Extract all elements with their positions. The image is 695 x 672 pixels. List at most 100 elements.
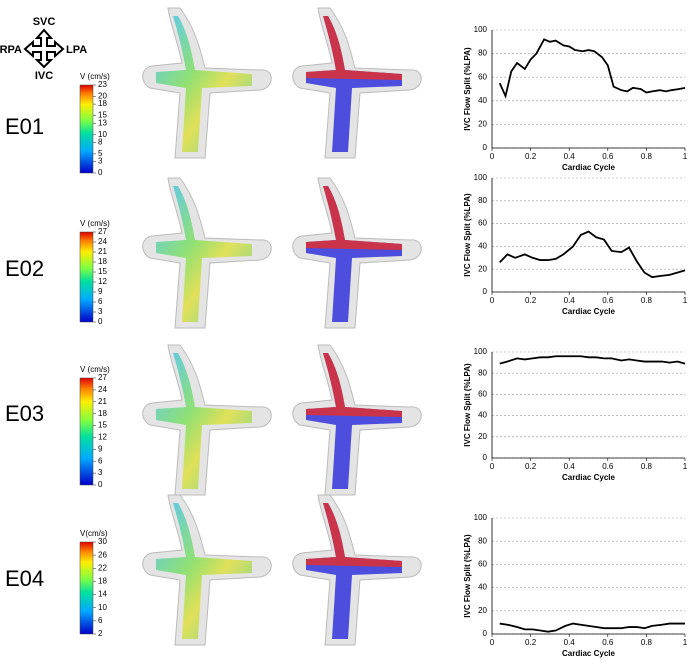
colorbar-tick-label: 27 [98, 227, 107, 236]
orientation-bottom: IVC [35, 70, 53, 82]
colorbar-tick-label: 21 [98, 397, 107, 406]
colorbar-tick-label: 18 [98, 99, 107, 108]
x-tick-label: 0.8 [641, 638, 653, 647]
vessel-flow [306, 353, 402, 489]
orientation-top: SVC [33, 16, 56, 28]
x-tick-label: 0.4 [564, 152, 576, 161]
vessel-upper-flow [306, 353, 402, 417]
x-tick-label: 1 [683, 152, 688, 161]
colorbar-tick-label: 5 [98, 149, 103, 158]
x-tick-label: 0.8 [641, 296, 653, 305]
colorbar-tick-label: 24 [98, 385, 107, 394]
orientation-icon: SVC IVC RPA LPA [0, 16, 87, 82]
y-tick-label: 40 [478, 96, 487, 105]
x-tick-label: 0.6 [602, 462, 614, 471]
data-line [499, 355, 686, 365]
y-tick-label: 60 [478, 390, 487, 399]
x-tick-label: 0.6 [602, 152, 614, 161]
vessel-rendering [142, 7, 272, 159]
colorbar-tick-label: 15 [98, 421, 107, 430]
x-tick-label: 0.8 [641, 462, 653, 471]
vessel-flow [306, 16, 402, 152]
orientation-right: LPA [66, 44, 87, 56]
y-tick-label: 40 [478, 242, 487, 251]
colorbar-title: V (cm/s) [80, 365, 110, 374]
colorbar-tick-label: 15 [98, 111, 107, 120]
y-tick-label: 40 [478, 583, 487, 592]
y-tick-label: 0 [483, 629, 488, 638]
colorbar-title: V (cm/s) [80, 219, 110, 228]
colorbar-tick-label: 12 [98, 277, 107, 286]
orientation-left: RPA [0, 44, 22, 56]
x-axis-label: Cardiac Cycle [562, 649, 615, 658]
vessel-rendering [142, 177, 272, 329]
vessel-upper-flow [306, 16, 402, 80]
vessel-rendering [292, 177, 422, 329]
colorbar-tick-label: 30 [98, 537, 107, 546]
colorbar-tick-label: 3 [98, 157, 103, 166]
y-tick-label: 100 [474, 25, 488, 34]
colorbar-tick-label: 0 [98, 168, 103, 177]
x-tick-label: 0.4 [564, 462, 576, 471]
data-line [499, 230, 686, 279]
x-tick-label: 0.6 [602, 638, 614, 647]
y-axis-label: IVC Flow Split (%LPA) [463, 47, 472, 131]
y-tick-label: 0 [483, 453, 488, 462]
x-tick-label: 0.4 [564, 638, 576, 647]
colorbar-title: V(cm/s) [80, 529, 108, 538]
colorbar-tick-label: 9 [98, 287, 103, 296]
x-tick-label: 0.2 [525, 638, 537, 647]
y-tick-label: 80 [478, 49, 487, 58]
vessel-flow [306, 186, 402, 322]
x-axis-label: Cardiac Cycle [562, 473, 615, 482]
row-label: E02 [5, 256, 44, 281]
y-tick-label: 80 [478, 536, 487, 545]
vessel-flow [156, 503, 252, 639]
colorbar-tick-label: 14 [98, 590, 107, 599]
x-tick-label: 0 [490, 296, 495, 305]
y-tick-label: 60 [478, 560, 487, 569]
x-tick-label: 1 [683, 296, 688, 305]
colorbar-tick-label: 8 [98, 138, 103, 147]
vessel-rendering [292, 344, 422, 496]
data-line [498, 38, 686, 99]
data-line [499, 622, 685, 633]
cross-arrows [23, 28, 65, 69]
x-tick-label: 0 [490, 462, 495, 471]
colorbar-tick-label: 13 [98, 118, 107, 127]
colorbar [79, 231, 94, 323]
row-label: E01 [5, 114, 44, 139]
vessel-flow [156, 16, 252, 152]
y-tick-label: 0 [483, 287, 488, 296]
colorbar-tick-label: 27 [98, 373, 107, 382]
colorbar-tick-label: 18 [98, 577, 107, 586]
colorbar-tick-label: 12 [98, 433, 107, 442]
colorbar-tick-label: 6 [98, 616, 103, 625]
vessel-upper-flow [306, 503, 402, 567]
y-tick-label: 60 [478, 72, 487, 81]
x-tick-label: 0.2 [525, 462, 537, 471]
y-tick-label: 20 [478, 120, 487, 129]
y-tick-label: 20 [478, 264, 487, 273]
colorbar-tick-label: 0 [98, 317, 103, 326]
x-tick-label: 0 [490, 638, 495, 647]
colorbar-tick-label: 23 [98, 80, 107, 89]
colorbar-tick-label: 20 [98, 92, 107, 101]
colorbar-title: V (cm/s) [80, 72, 110, 81]
colorbar-tick-label: 2 [98, 629, 103, 638]
vessel-flow [306, 503, 402, 639]
y-tick-label: 40 [478, 411, 487, 420]
y-tick-label: 0 [483, 143, 488, 152]
colorbar-tick-label: 18 [98, 409, 107, 418]
x-tick-label: 0.2 [525, 296, 537, 305]
y-axis-label: IVC Flow Split (%LPA) [463, 193, 472, 277]
x-tick-label: 0.4 [564, 296, 576, 305]
x-tick-label: 0.6 [602, 296, 614, 305]
colorbar-tick-label: 18 [98, 257, 107, 266]
colorbar-tick-label: 26 [98, 550, 107, 559]
y-axis-label: IVC Flow Split (%LPA) [463, 363, 472, 447]
colorbar-tick-label: 21 [98, 247, 107, 256]
vessel-rendering [142, 344, 272, 496]
colorbar-tick-label: 3 [98, 307, 103, 316]
